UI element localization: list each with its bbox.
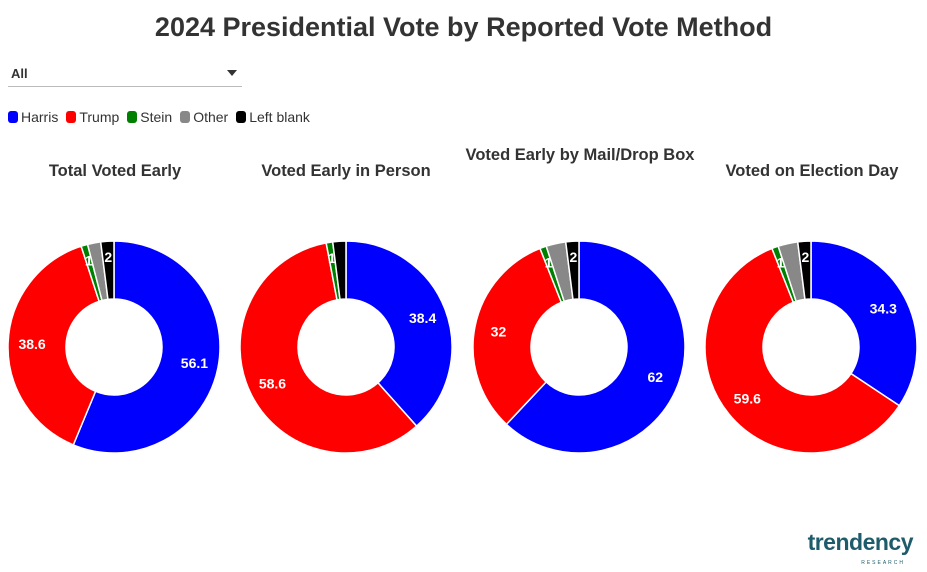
legend-item-trump[interactable]: Trump [66, 109, 119, 125]
slice-harris[interactable] [810, 240, 918, 407]
data-label-trump: 32 [491, 324, 507, 340]
legend-swatch-other [180, 111, 191, 123]
donut-chart-voted-early-by-mail: 62 32 1 2 [472, 240, 686, 454]
chart-title-voted-early-in-person: Voted Early in Person [261, 162, 431, 180]
legend-item-left-blank[interactable]: Left blank [236, 109, 310, 125]
data-label-harris: 34.3 [870, 300, 897, 316]
legend-swatch-left-blank [236, 111, 247, 123]
slice-trump[interactable] [704, 247, 901, 454]
data-label-left-blank: 2 [801, 249, 809, 265]
legend-label-left-blank: Left blank [249, 109, 310, 125]
data-label-stein: 1 [545, 254, 553, 270]
legend: Harris Trump Stein Other Left blank [8, 109, 310, 125]
legend-item-stein[interactable]: Stein [127, 109, 172, 125]
legend-label-stein: Stein [140, 109, 173, 125]
data-label-harris: 38.4 [409, 310, 436, 326]
data-label-stein: 1 [328, 250, 336, 266]
legend-label-trump: Trump [79, 109, 120, 125]
legend-swatch-harris [8, 111, 18, 123]
slice-left-blank[interactable] [331, 240, 347, 301]
data-label-trump: 38.6 [18, 336, 45, 352]
page-title: 2024 Presidential Vote by Reported Vote … [154, 12, 773, 42]
legend-label-other: Other [193, 109, 229, 125]
brand-logo-text: trendency [807, 529, 914, 555]
slice-trump[interactable] [472, 247, 563, 426]
chevron-down-icon [227, 70, 237, 76]
data-label-left-blank: 2 [569, 249, 577, 265]
donut-chart-voted-early-in-person: 38.4 58.6 1 [239, 240, 453, 454]
legend-swatch-trump [66, 111, 77, 123]
data-label-left-blank: 2 [104, 249, 112, 265]
filter-dropdown[interactable]: All [8, 62, 242, 87]
filter-selected-value: All [11, 66, 28, 81]
brand-logo-sub: RESEARCH [861, 560, 905, 566]
data-label-trump: 59.6 [734, 391, 761, 407]
slice-harris[interactable] [72, 240, 221, 454]
legend-item-harris[interactable]: Harris [8, 109, 58, 125]
chart-title-voted-on-election-day: Voted on Election Day [725, 162, 899, 180]
chart-title-voted-early-by-mail: Voted Early by Mail/Drop Box [465, 146, 695, 164]
legend-label-harris: Harris [21, 109, 59, 125]
data-label-harris: 62 [647, 369, 663, 385]
slice-trump[interactable] [7, 245, 101, 446]
legend-swatch-stein [127, 111, 138, 123]
slice-trump[interactable] [239, 241, 418, 454]
data-label-harris: 56.1 [181, 355, 208, 371]
legend-item-other[interactable]: Other [180, 109, 228, 125]
slice-left-blank[interactable] [796, 240, 812, 301]
data-label-trump: 58.6 [259, 375, 286, 391]
slice-harris[interactable] [345, 240, 453, 428]
slice-left-blank[interactable] [564, 240, 580, 301]
data-label-stein: 1 [777, 254, 785, 270]
donut-chart-total-voted-early: 56.1 38.6 1 2 [7, 240, 221, 454]
slice-harris[interactable] [505, 240, 686, 454]
brand-logo: trendency [807, 529, 914, 556]
slice-left-blank[interactable] [99, 240, 115, 301]
donut-chart-voted-on-election-day: 34.3 59.6 1 2 [704, 240, 918, 454]
chart-title-total-voted-early: Total Voted Early [48, 162, 182, 180]
data-label-stein: 1 [85, 253, 93, 269]
